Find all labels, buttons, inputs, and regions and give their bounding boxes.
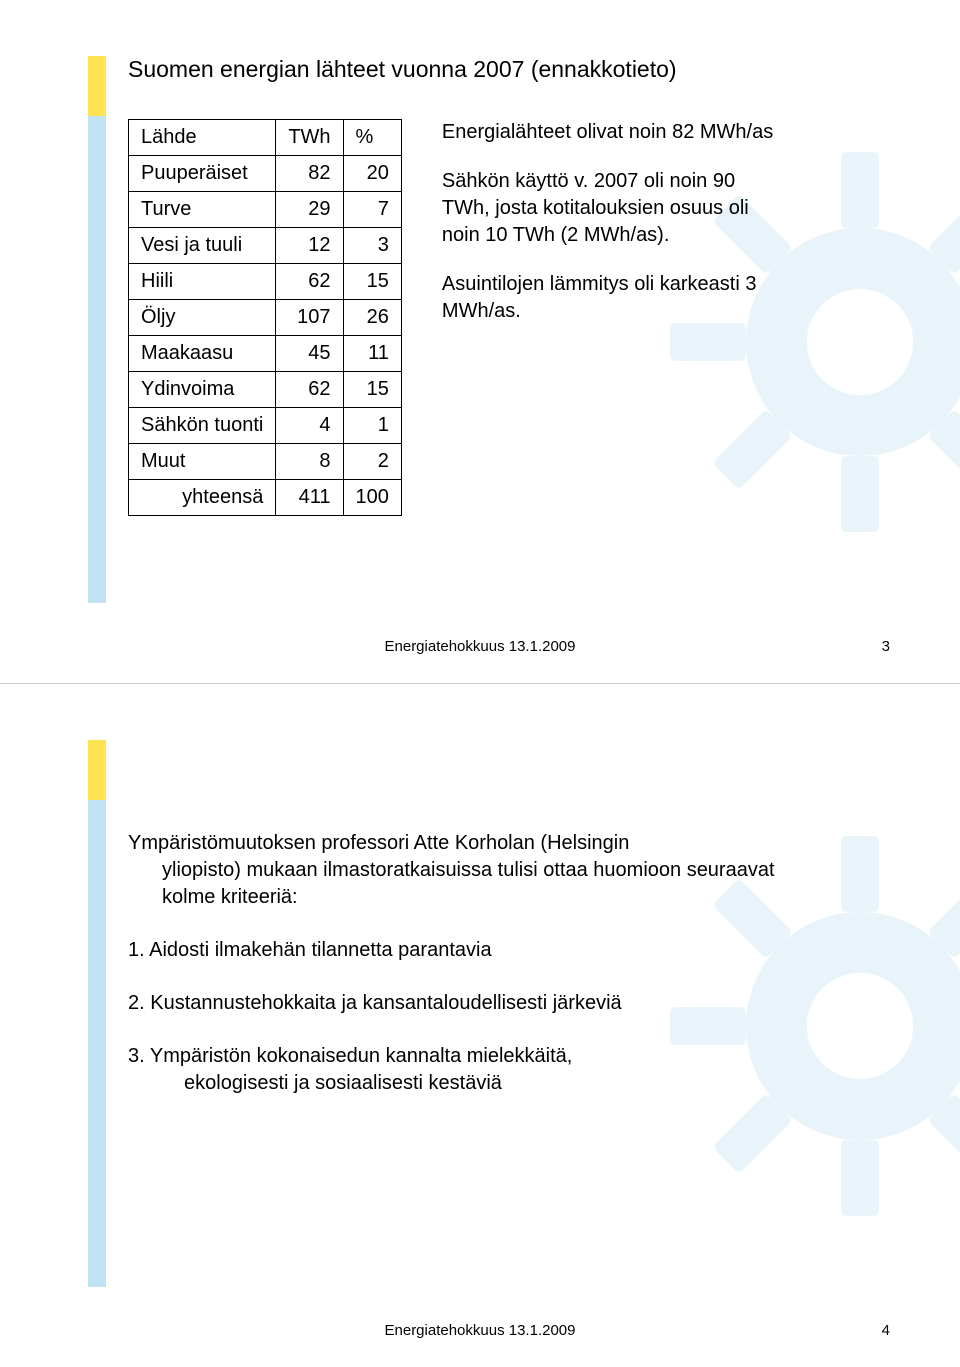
intro-paragraph: Ympäristömuutoksen professori Atte Korho… bbox=[128, 830, 788, 911]
table-row: Vesi ja tuuli123 bbox=[129, 228, 402, 264]
page-number: 4 bbox=[882, 1322, 890, 1339]
energy-sources-table: Lähde TWh % Puuperäiset8220 Turve297 Ves… bbox=[128, 119, 402, 516]
table-row: Öljy10726 bbox=[129, 300, 402, 336]
slide-1: Suomen energian lähteet vuonna 2007 (enn… bbox=[0, 0, 960, 683]
slide-2: Ympäristömuutoksen professori Atte Korho… bbox=[0, 684, 960, 1367]
intro-line: Ympäristömuutoksen professori Atte Korho… bbox=[128, 832, 629, 854]
slide-title: Suomen energian lähteet vuonna 2007 (enn… bbox=[128, 56, 890, 83]
table-row: Muut82 bbox=[129, 444, 402, 480]
side-bar-yellow bbox=[88, 740, 106, 800]
table-row: Hiili6215 bbox=[129, 264, 402, 300]
table-row: Ydinvoima6215 bbox=[129, 372, 402, 408]
footer-text: Energiatehokkuus 13.1.2009 bbox=[385, 638, 576, 655]
item-text: Ympäristön kokonaisedun kannalta mielekk… bbox=[150, 1045, 572, 1067]
table-header-row: Lähde TWh % bbox=[129, 120, 402, 156]
footer-text: Energiatehokkuus 13.1.2009 bbox=[385, 1322, 576, 1339]
two-column-layout: Lähde TWh % Puuperäiset8220 Turve297 Ves… bbox=[128, 119, 890, 516]
item-text: Kustannustehokkaita ja kansantaloudellis… bbox=[150, 992, 621, 1014]
item-number: 2. bbox=[128, 992, 145, 1014]
table-total-row: yhteensä411100 bbox=[129, 480, 402, 516]
side-bar-yellow bbox=[88, 56, 106, 116]
criteria-list: 1. Aidosti ilmakehän tilannetta parantav… bbox=[128, 937, 788, 1097]
col-header: Lähde bbox=[129, 120, 276, 156]
side-bar-blue bbox=[88, 800, 106, 1287]
list-item: 1. Aidosti ilmakehän tilannetta parantav… bbox=[128, 937, 788, 964]
page-number: 3 bbox=[882, 638, 890, 655]
slide-footer: Energiatehokkuus 13.1.2009 4 bbox=[0, 1322, 960, 1339]
list-item: 3. Ympäristön kokonaisedun kannalta miel… bbox=[128, 1043, 788, 1097]
slide-2-content: Ympäristömuutoksen professori Atte Korho… bbox=[128, 740, 890, 1123]
side-text: Energialähteet olivat noin 82 MWh/as Säh… bbox=[442, 119, 782, 347]
col-header: TWh bbox=[276, 120, 343, 156]
item-text: ekologisesti ja sosiaalisesti kestäviä bbox=[156, 1070, 788, 1097]
side-bar-blue bbox=[88, 116, 106, 603]
intro-line: yliopisto) mukaan ilmastoratkaisuissa tu… bbox=[128, 857, 788, 911]
item-text: Aidosti ilmakehän tilannetta parantavia bbox=[149, 939, 491, 961]
item-number: 3. bbox=[128, 1045, 145, 1067]
col-header: % bbox=[343, 120, 401, 156]
side-paragraph: Asuintilojen lämmitys oli karkeasti 3 MW… bbox=[442, 271, 782, 325]
table-row: Maakaasu4511 bbox=[129, 336, 402, 372]
list-item: 2. Kustannustehokkaita ja kansantaloudel… bbox=[128, 990, 788, 1017]
table-row: Turve297 bbox=[129, 192, 402, 228]
item-number: 1. bbox=[128, 939, 145, 961]
body-text: Ympäristömuutoksen professori Atte Korho… bbox=[128, 740, 788, 1097]
table-row: Sähkön tuonti41 bbox=[129, 408, 402, 444]
slide-footer: Energiatehokkuus 13.1.2009 3 bbox=[0, 638, 960, 655]
table-row: Puuperäiset8220 bbox=[129, 156, 402, 192]
slide-1-content: Suomen energian lähteet vuonna 2007 (enn… bbox=[128, 56, 890, 516]
side-paragraph: Energialähteet olivat noin 82 MWh/as bbox=[442, 119, 782, 146]
side-accent-bar bbox=[88, 56, 106, 603]
side-paragraph: Sähkön käyttö v. 2007 oli noin 90 TWh, j… bbox=[442, 168, 782, 249]
side-accent-bar bbox=[88, 740, 106, 1287]
